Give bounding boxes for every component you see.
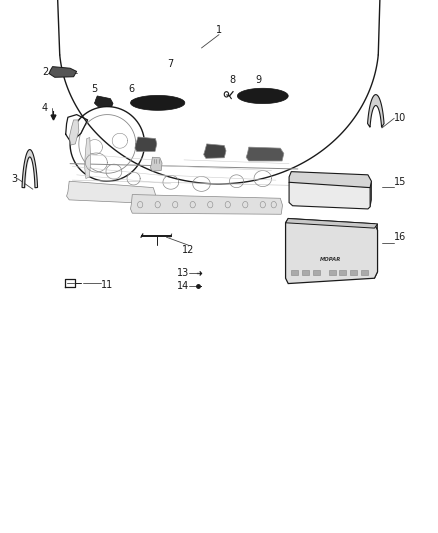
Text: 1: 1	[216, 25, 222, 35]
Polygon shape	[339, 195, 343, 204]
Polygon shape	[49, 67, 77, 77]
Text: 14: 14	[177, 281, 189, 290]
Polygon shape	[150, 157, 162, 171]
Polygon shape	[288, 260, 374, 264]
Polygon shape	[131, 195, 283, 214]
Text: 8: 8	[229, 75, 235, 85]
Polygon shape	[354, 195, 357, 204]
Text: 5: 5	[91, 84, 97, 94]
Text: 3: 3	[11, 174, 18, 183]
Bar	[339, 270, 346, 275]
Polygon shape	[69, 120, 79, 145]
Polygon shape	[317, 195, 321, 204]
Polygon shape	[22, 150, 38, 188]
Polygon shape	[288, 253, 374, 257]
Text: 12: 12	[182, 245, 194, 255]
Polygon shape	[370, 181, 371, 207]
Bar	[313, 270, 320, 275]
Polygon shape	[288, 266, 374, 270]
Polygon shape	[310, 195, 314, 204]
Polygon shape	[303, 195, 306, 204]
Polygon shape	[374, 224, 378, 278]
Polygon shape	[288, 233, 374, 238]
Polygon shape	[288, 247, 374, 251]
Polygon shape	[131, 95, 185, 110]
Polygon shape	[85, 138, 91, 179]
Polygon shape	[135, 137, 157, 151]
Bar	[361, 270, 368, 275]
Text: MOPAR: MOPAR	[320, 257, 341, 262]
Polygon shape	[332, 195, 336, 204]
Polygon shape	[320, 190, 328, 196]
Text: 4: 4	[42, 103, 48, 112]
Bar	[328, 270, 336, 275]
Text: 10: 10	[394, 114, 406, 123]
Text: 2: 2	[42, 67, 48, 77]
Polygon shape	[289, 182, 370, 209]
Text: 13: 13	[177, 269, 189, 278]
Text: 16: 16	[394, 232, 406, 242]
Polygon shape	[286, 219, 378, 228]
Text: 11: 11	[101, 280, 113, 290]
Bar	[350, 270, 357, 275]
Polygon shape	[246, 147, 284, 161]
Polygon shape	[288, 240, 374, 245]
Polygon shape	[288, 248, 374, 253]
Polygon shape	[204, 144, 226, 158]
Bar	[302, 270, 309, 275]
Polygon shape	[67, 181, 155, 204]
Polygon shape	[295, 195, 299, 204]
Polygon shape	[367, 95, 384, 127]
Bar	[291, 270, 298, 275]
Text: 9: 9	[255, 75, 261, 85]
Polygon shape	[95, 96, 113, 107]
Polygon shape	[346, 195, 350, 204]
Text: 7: 7	[167, 59, 173, 69]
Text: 6: 6	[128, 84, 134, 94]
Polygon shape	[289, 172, 371, 188]
Text: 15: 15	[394, 177, 406, 187]
Polygon shape	[286, 219, 378, 284]
Polygon shape	[237, 88, 288, 103]
